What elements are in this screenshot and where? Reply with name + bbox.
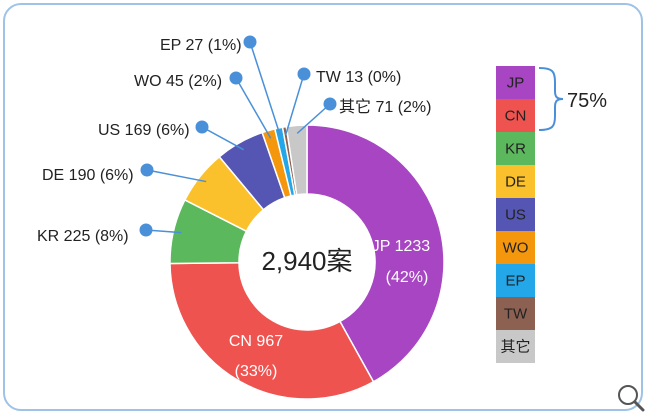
- callout-dot-tw: [297, 67, 311, 81]
- legend-label-us: US: [505, 207, 526, 224]
- data-label-us: US 169 (6%): [98, 122, 190, 139]
- legend-label-jp: JP: [507, 75, 525, 92]
- data-label-tw: TW 13 (0%): [316, 69, 401, 86]
- center-label: 2,940案: [261, 246, 352, 276]
- legend-label-wo: WO: [503, 240, 529, 257]
- data-label-cn: CN 967: [229, 333, 283, 350]
- leader-line-wo: [235, 77, 272, 139]
- slice-cn[interactable]: [169, 261, 375, 400]
- legend-swatch-de[interactable]: [496, 165, 535, 198]
- data-label-pct-cn: (33%): [235, 363, 278, 380]
- legend-swatch-ep[interactable]: [496, 264, 535, 297]
- callout-dot-wo: [229, 71, 243, 85]
- legend-label-kr: KR: [505, 141, 526, 158]
- data-label-de: DE 190 (6%): [42, 167, 134, 184]
- legend-label-ep: EP: [505, 273, 525, 290]
- magnifier-icon[interactable]: [618, 385, 645, 412]
- data-label-kr: KR 225 (8%): [37, 228, 129, 245]
- legend-swatch-tw[interactable]: [496, 297, 535, 330]
- slice-jp[interactable]: [306, 124, 445, 383]
- data-label-ep: EP 27 (1%): [160, 37, 242, 54]
- legend-swatch-other[interactable]: [496, 330, 535, 363]
- callout-dot-de: [140, 163, 154, 177]
- callout-dot-ep: [243, 35, 257, 49]
- legend-label-other: 其它: [500, 338, 530, 356]
- leader-line-de: [146, 169, 207, 183]
- callout-dot-us: [195, 120, 209, 134]
- legend-swatch-jp[interactable]: [496, 66, 535, 99]
- bracket-label: 75%: [567, 90, 607, 112]
- slice-other[interactable]: [285, 124, 308, 196]
- data-label-jp: JP 1233: [372, 238, 431, 255]
- leader-line-tw: [285, 73, 305, 135]
- data-label-other: 其它 71 (2%): [339, 98, 431, 116]
- legend-label-cn: CN: [505, 108, 527, 125]
- callout-dot-other: [323, 97, 337, 111]
- data-label-wo: WO 45 (2%): [134, 73, 222, 90]
- legend-swatch-wo[interactable]: [496, 231, 535, 264]
- leader-line-ep: [249, 41, 282, 137]
- legend-swatch-kr[interactable]: [496, 132, 535, 165]
- legend-label-de: DE: [505, 174, 526, 191]
- legend-label-tw: TW: [504, 306, 528, 323]
- data-label-pct-jp: (42%): [386, 269, 429, 286]
- legend-swatch-cn[interactable]: [496, 99, 535, 132]
- callout-dot-kr: [139, 223, 153, 237]
- leader-line-other: [296, 103, 331, 134]
- legend-swatch-us[interactable]: [496, 198, 535, 231]
- legend-bracket: [538, 67, 564, 131]
- leader-line-us: [201, 126, 244, 151]
